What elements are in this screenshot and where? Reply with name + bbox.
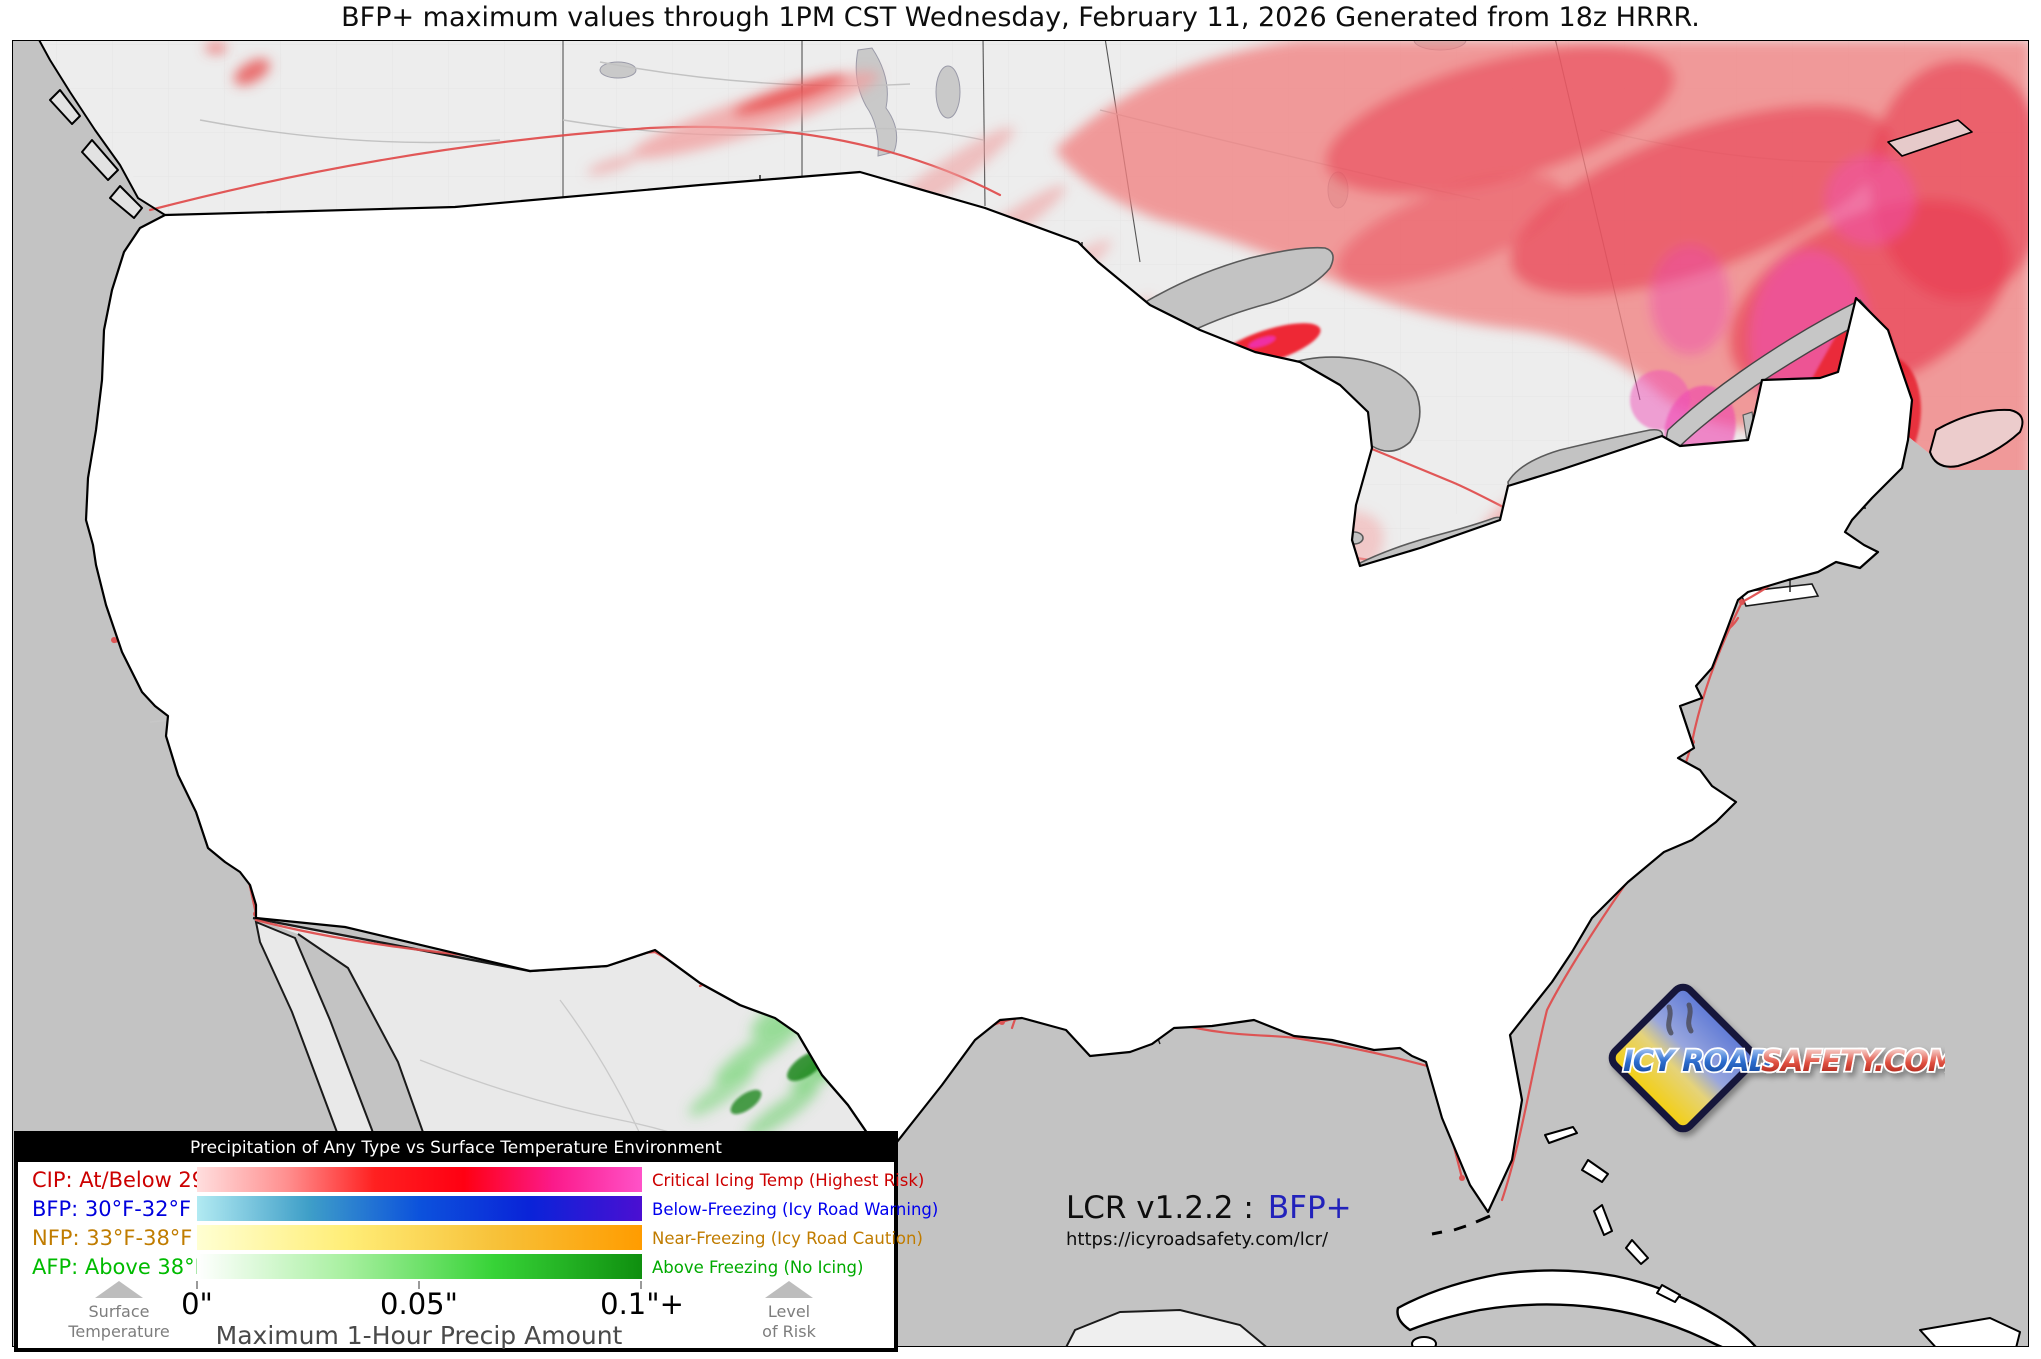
surface-temperature-note: Surface Temperature bbox=[54, 1281, 184, 1342]
axis-label-0: 0" bbox=[181, 1287, 213, 1321]
app-version: LCR v1.2.2 : bbox=[1066, 1190, 1254, 1226]
legend-row-bfp: BFP: 30°F-32°F Below-Freezing (Icy Road … bbox=[18, 1195, 938, 1222]
axis-tick-1 bbox=[418, 1281, 420, 1289]
legend-row-cip: CIP: At/Below 29°F/-2°C Critical Icing T… bbox=[18, 1166, 924, 1193]
axis-tick-0 bbox=[196, 1281, 198, 1289]
level-of-risk-note: Level of Risk bbox=[724, 1281, 854, 1342]
coastlines bbox=[37, 40, 2024, 1347]
up-triangle-icon bbox=[95, 1281, 143, 1298]
icyroadsafety-logo: ICY ROAD SAFETY.COM bbox=[1608, 983, 1945, 1133]
site-url: https://icyroadsafety.com/lcr/ bbox=[1066, 1229, 1329, 1250]
axis-label-2: 0.1"+ bbox=[600, 1287, 684, 1321]
nfp-risk-label: Near-Freezing (Icy Road Caution) bbox=[652, 1229, 923, 1248]
diamond-sign-icon bbox=[1608, 983, 1758, 1133]
nfp-gradient-bar bbox=[197, 1225, 642, 1250]
logo-text-icyroad: ICY ROAD bbox=[1623, 1044, 1772, 1078]
product-mode: BFP+ bbox=[1267, 1190, 1352, 1226]
cip-gradient-bar bbox=[197, 1167, 642, 1192]
nfp-label: NFP: 33°F-38°F bbox=[32, 1226, 193, 1250]
legend-panel: Precipitation of Any Type vs Surface Tem… bbox=[14, 1131, 938, 1352]
legend-row-nfp: NFP: 33°F-38°F Near-Freezing (Icy Road C… bbox=[18, 1224, 923, 1251]
bfp-risk-label: Below-Freezing (Icy Road Warning) bbox=[652, 1200, 939, 1219]
afp-risk-label: Above Freezing (No Icing) bbox=[652, 1258, 864, 1277]
logo-text-safetycom: SAFETY.COM bbox=[1761, 1044, 1945, 1078]
bfp-gradient-bar bbox=[197, 1196, 642, 1221]
afp-gradient-bar bbox=[197, 1254, 642, 1279]
up-triangle-icon bbox=[765, 1281, 813, 1298]
axis-tick-2 bbox=[640, 1281, 642, 1289]
version-watermark: LCR v1.2.2 : BFP+ https://icyroadsafety.c… bbox=[1066, 1190, 1352, 1250]
bfp-label: BFP: 30°F-32°F bbox=[32, 1197, 192, 1221]
legend-row-afp: AFP: Above 38°F/33°C Above Freezing (No … bbox=[18, 1253, 894, 1280]
cip-risk-label: Critical Icing Temp (Highest Risk) bbox=[652, 1171, 925, 1190]
legend-title: Precipitation of Any Type vs Surface Tem… bbox=[18, 1135, 894, 1162]
axis-caption: Maximum 1-Hour Precip Amount bbox=[215, 1321, 623, 1350]
page-title: BFP+ maximum values through 1PM CST Wedn… bbox=[341, 2, 1700, 33]
axis-label-1: 0.05" bbox=[380, 1287, 458, 1321]
skid-marks-icon bbox=[1666, 1002, 1694, 1036]
